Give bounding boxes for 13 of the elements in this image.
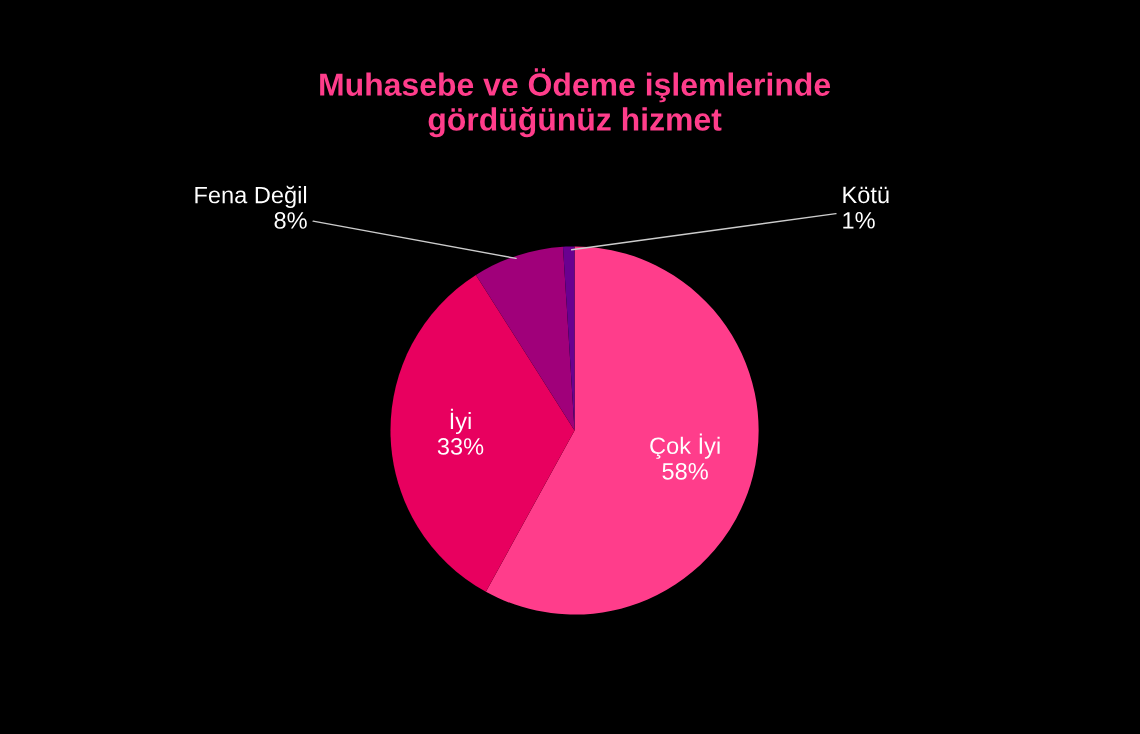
pie-slice [563,246,575,431]
pie-slice [475,246,575,431]
pie-slice [390,275,575,592]
slice-label: Çok İyi [650,433,720,459]
pie-slice [485,246,759,615]
slice-label: İyi [450,408,471,435]
data-label: 1% [843,212,875,229]
data-label: 58% [662,462,708,480]
slice-label: Fena Değil [195,185,307,209]
slice-label: Kötü [843,186,889,204]
data-label: 33% [437,438,484,455]
data-label: 8% [274,212,307,229]
chart-title: Muhasebe ve Ödeme işlemlerinde gördüğünüz hizmet [320,68,831,138]
